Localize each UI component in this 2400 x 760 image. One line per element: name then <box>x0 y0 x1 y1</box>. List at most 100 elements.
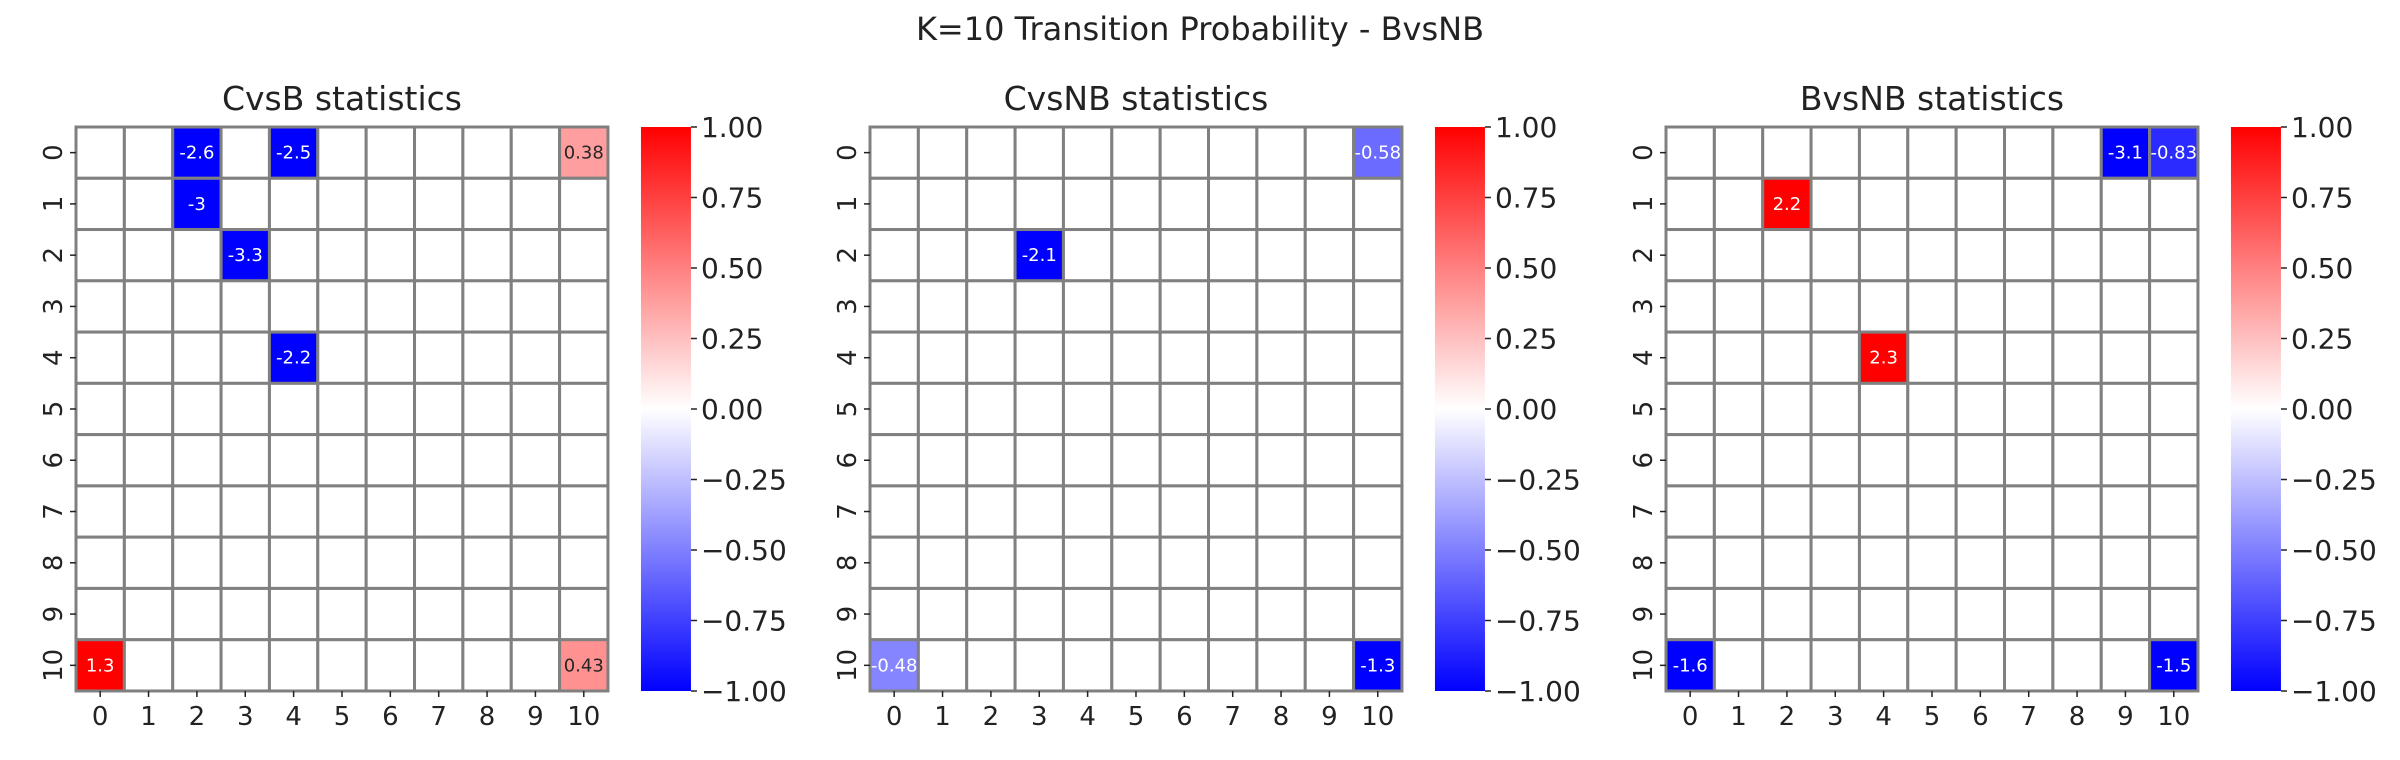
cell-value-label: -2.5 <box>276 143 311 164</box>
heatmap-cell-empty <box>267 279 320 334</box>
x-tick-label: 3 <box>237 702 254 732</box>
heatmap-cell-empty <box>1013 381 1065 437</box>
heatmap-cell-empty <box>1207 638 1259 693</box>
heatmap-cell-empty <box>2099 535 2152 590</box>
heatmap-cell-empty <box>1809 535 1861 590</box>
heatmap-panel-3: BvsNB statistics -3.1 -0.83 2.2 2.3 -1.6 -1.5 0… <box>1629 79 2377 732</box>
colorbar-tick-label: −0.50 <box>2291 534 2377 567</box>
heatmap-cell-empty <box>267 433 320 488</box>
heatmap-cell-empty <box>461 535 513 590</box>
y-tick-label: 5 <box>39 401 69 418</box>
heatmap-cell-empty <box>965 535 1017 590</box>
heatmap-cell-empty <box>267 176 320 232</box>
heatmap-cell-empty <box>868 279 920 334</box>
heatmap-cell-empty <box>1664 330 1716 385</box>
heatmap-cell-empty <box>122 381 175 437</box>
heatmap-cell-empty <box>1664 279 1716 334</box>
heatmap-cell-empty <box>2099 330 2152 385</box>
heatmap-cell-empty <box>1158 125 1211 180</box>
heatmap-cell-empty <box>558 279 610 334</box>
heatmap-cell-empty <box>1712 535 1765 590</box>
heatmap-cell-empty <box>219 330 271 385</box>
heatmap-cell-empty <box>1664 433 1716 488</box>
heatmap-cell-empty <box>1061 381 1114 437</box>
heatmap-cell-empty <box>1303 279 1356 334</box>
heatmap-cell-empty <box>1255 279 1307 334</box>
heatmap-cell-empty <box>1664 586 1716 642</box>
heatmap-cell-empty <box>2099 586 2152 642</box>
heatmap-cell-empty <box>2051 433 2103 488</box>
heatmap-cell-empty <box>1061 125 1114 180</box>
heatmap-cell-empty <box>1158 381 1211 437</box>
heatmap-cell-empty <box>74 228 126 283</box>
panel-title: BvsNB statistics <box>1800 79 2064 118</box>
heatmap-cell-empty <box>1255 381 1307 437</box>
heatmap-cell-empty <box>1352 279 1404 334</box>
heatmap-cell-empty <box>1207 381 1259 437</box>
heatmap-cell-empty <box>1110 228 1162 283</box>
heatmap-cell-empty <box>868 433 920 488</box>
heatmap-cell-empty <box>2051 381 2103 437</box>
heatmap-cell-empty <box>74 330 126 385</box>
heatmap-cell-empty <box>916 586 969 642</box>
heatmap-cell-empty <box>2003 638 2055 693</box>
heatmap-cell-empty <box>1761 125 1813 180</box>
y-tick-label: 4 <box>833 349 863 366</box>
heatmap-cell-empty <box>1255 176 1307 232</box>
heatmap-cell-empty <box>2051 330 2103 385</box>
heatmap-cell-empty <box>1207 586 1259 642</box>
heatmap-cell-empty <box>558 433 610 488</box>
heatmap-cell-empty <box>74 381 126 437</box>
heatmap-cell-empty <box>219 176 271 232</box>
panel-title: CvsB statistics <box>222 79 462 118</box>
y-tick-label: 1 <box>39 196 69 213</box>
heatmap-cell-empty <box>122 125 175 180</box>
heatmap-cell-empty <box>1255 638 1307 693</box>
heatmap-cell-empty <box>461 381 513 437</box>
heatmap-cell-empty <box>1712 433 1765 488</box>
heatmap-cell-empty <box>509 433 562 488</box>
colorbar-tick-label: 0.25 <box>2291 323 2353 356</box>
cell-value-label: -0.83 <box>2150 143 2197 164</box>
heatmap-cell-empty <box>171 484 223 539</box>
heatmap-cell-empty <box>1061 279 1114 334</box>
heatmap-cell-empty <box>1712 638 1765 693</box>
heatmap-cell-empty <box>1954 586 2007 642</box>
heatmap-cell-empty <box>1110 381 1162 437</box>
heatmap-cell-empty <box>1158 433 1211 488</box>
x-tick-label: 4 <box>1079 702 1096 732</box>
cell-value-label: 0.43 <box>564 655 604 676</box>
heatmap-cell-filled <box>1857 330 1910 385</box>
y-tick-label: 6 <box>833 452 863 469</box>
heatmap-cell-empty <box>1906 279 1958 334</box>
heatmap-cell-empty <box>1906 176 1958 232</box>
x-tick-label: 2 <box>1779 702 1796 732</box>
heatmap-cell-empty <box>2003 228 2055 283</box>
heatmap-cell-filled <box>2148 638 2200 693</box>
heatmap-cell-empty <box>1255 125 1307 180</box>
heatmap-cell-empty <box>1110 279 1162 334</box>
heatmap-cell-empty <box>1110 176 1162 232</box>
heatmap-cell-empty <box>1761 638 1813 693</box>
heatmap-cell-empty <box>2099 484 2152 539</box>
heatmap-cell-empty <box>2148 484 2200 539</box>
heatmap-cell-empty <box>1303 381 1356 437</box>
colorbar-tick-label: −1.00 <box>701 675 787 708</box>
heatmap-cell-empty <box>1303 433 1356 488</box>
colorbar-tick-label: 0.00 <box>701 393 763 426</box>
heatmap-cell-empty <box>1158 279 1211 334</box>
heatmap-cell-empty <box>2099 228 2152 283</box>
colorbar-tick-label: 1.00 <box>2291 111 2353 144</box>
heatmap-cell-empty <box>1110 125 1162 180</box>
heatmap-cell-empty <box>1906 228 1958 283</box>
colorbar-tick-label: −0.25 <box>2291 464 2377 497</box>
heatmap-cell-empty <box>461 279 513 334</box>
heatmap-cell-empty <box>1664 484 1716 539</box>
heatmap-cell-empty <box>558 586 610 642</box>
heatmap-cell-empty <box>219 535 271 590</box>
heatmap-cell-empty <box>1207 484 1259 539</box>
heatmap-cell-empty <box>2051 638 2103 693</box>
heatmap-cell-empty <box>1954 433 2007 488</box>
heatmap-cell-empty <box>171 381 223 437</box>
heatmap-cell-empty <box>1809 433 1861 488</box>
